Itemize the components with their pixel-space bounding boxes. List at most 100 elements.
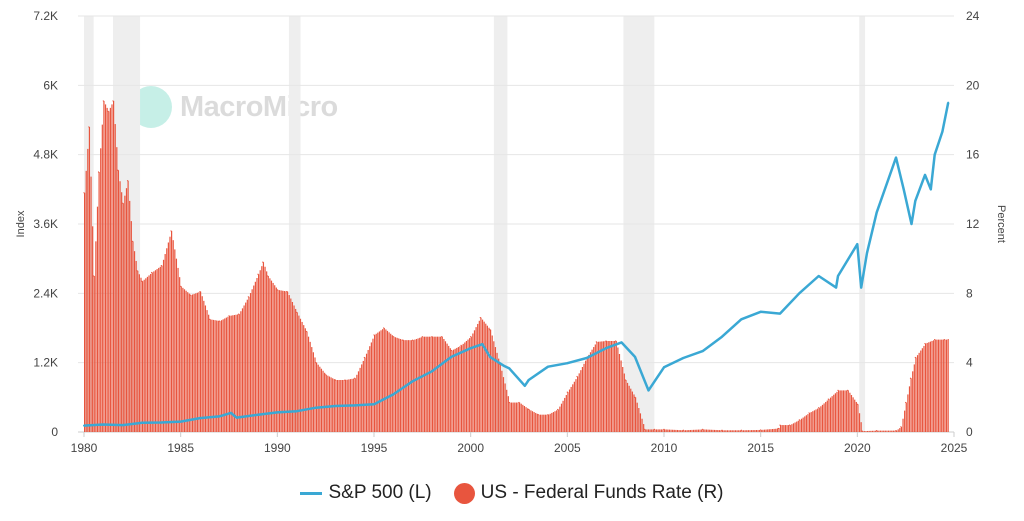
y-left-tick-label: 1.2K [33,356,58,370]
fed-funds-bar [473,330,476,432]
sp500-point [701,350,704,353]
fed-funds-bar [359,367,361,432]
fed-funds-point [305,330,307,333]
fed-funds-point [228,315,230,317]
sp500-point [160,421,163,424]
fed-funds-bar [282,290,284,432]
fed-funds-point [947,339,949,341]
fed-funds-bar [258,274,260,432]
fed-funds-point [808,412,810,414]
fed-funds-bar [441,336,443,432]
fed-funds-bar [767,429,769,432]
fed-funds-bar [132,241,134,432]
fed-funds-bar [200,291,202,432]
fed-funds-bar [124,195,126,432]
fed-funds-bar [915,357,917,432]
fed-funds-bar [356,374,358,432]
fed-funds-bar [375,333,377,432]
fed-funds-bar [934,339,936,432]
fed-funds-point [537,414,539,416]
fed-funds-bar [815,409,817,432]
fed-funds-point [576,375,578,378]
fed-funds-bar [713,429,716,432]
fed-funds-bar [538,414,540,432]
fed-funds-bar [301,321,303,432]
fed-funds-bar [609,341,611,432]
fed-funds-bar [858,413,861,432]
fed-funds-bar [908,386,911,432]
fed-funds-bar [150,273,152,432]
fed-funds-bar [361,364,363,432]
fed-funds-bar [238,314,240,432]
fed-funds-bar [606,341,608,432]
fed-funds-bar [320,368,323,432]
fed-funds-bar [253,285,255,432]
fed-funds-bar [842,390,845,432]
fed-funds-bar [588,354,590,432]
fed-funds-bar [800,418,803,432]
fed-funds-bar [417,338,419,432]
fed-funds-bar [190,295,192,432]
fed-funds-bar [280,290,282,432]
fed-funds-bar [251,289,253,432]
fed-funds-bar [568,389,571,432]
fed-funds-bar [647,429,650,432]
legend-item-fed-funds[interactable]: US - Federal Funds Rate (R) [453,482,724,504]
fed-funds-bar [543,414,545,432]
fed-funds-bar [868,430,870,432]
fed-funds-bar [179,277,181,432]
line-swatch-icon [300,491,323,495]
fed-funds-bar [665,429,667,432]
fed-funds-bar [267,276,269,432]
fed-funds-bar [855,401,857,432]
y-left-tick-label: 7.2K [33,9,58,23]
fed-funds-bar [212,319,215,432]
fed-funds-bar [362,360,364,432]
fed-funds-bar [738,430,740,432]
fed-funds-bar [209,319,211,432]
fed-funds-bar [188,293,190,432]
fed-funds-bar [428,336,430,432]
sp500-point [837,275,839,277]
fed-funds-bar [602,341,604,432]
fed-funds-point [566,391,568,393]
fed-funds-point [615,340,617,342]
fed-funds-bar [129,200,131,432]
fed-funds-point [170,230,172,232]
fed-funds-bar [480,317,482,432]
sp500-point [502,364,505,367]
sp500-point [860,286,863,289]
fed-funds-bar [945,339,948,432]
fed-funds-bar [775,428,777,432]
fed-funds-bar [399,338,401,432]
y-right-tick-label: 4 [966,356,973,370]
fed-funds-bar [153,271,155,432]
legend-item-sp500[interactable]: S&P 500 (L) [300,482,432,504]
fed-funds-bar [565,395,567,432]
fed-funds-bar [912,371,914,432]
fed-funds-bar [823,403,825,432]
fed-funds-bar [386,330,389,432]
fed-funds-bar [944,339,946,432]
fed-funds-bar [768,429,770,432]
sp500-point [947,101,950,104]
fed-funds-bar [493,341,495,432]
fed-funds-point [489,329,491,331]
fed-funds-point [934,339,936,341]
fed-funds-point [760,429,762,431]
fed-funds-point [373,334,375,336]
fed-funds-bar [143,279,145,432]
fed-funds-bar [374,334,376,432]
sp500-point [527,379,530,381]
fed-funds-bar [760,429,762,432]
fed-funds-bar [390,333,392,432]
sp500-point [392,393,395,396]
sp500-point [353,404,356,407]
fed-funds-bar [794,422,796,432]
fed-funds-bar [180,286,182,432]
fed-funds-bar [667,429,669,432]
fed-funds-point [412,339,414,341]
fed-funds-bar [884,430,886,432]
fed-funds-bar [929,341,932,432]
fed-funds-bar [208,314,210,432]
